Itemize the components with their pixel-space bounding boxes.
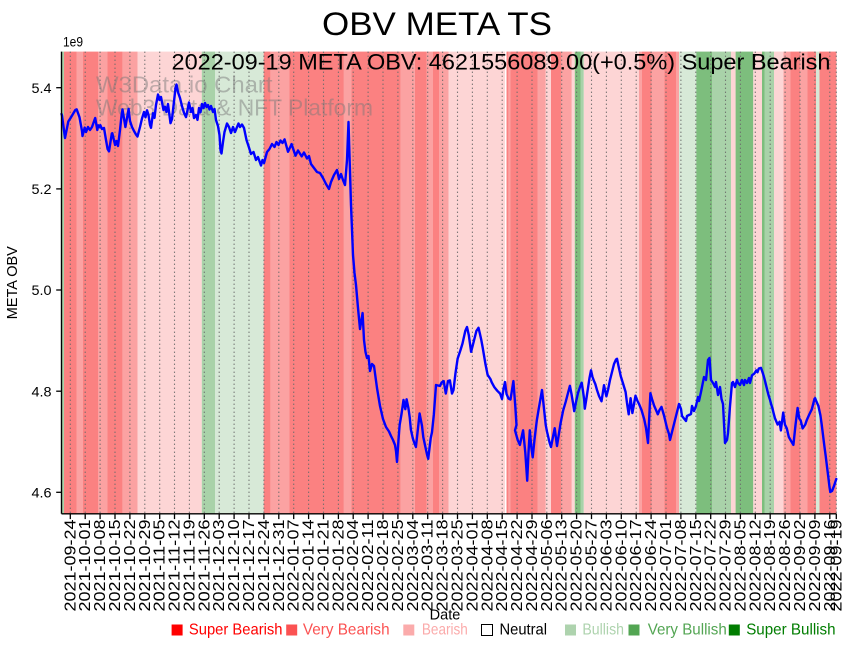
svg-text:OBV META TS: OBV META TS — [322, 6, 552, 42]
svg-text:2022-01-28: 2022-01-28 — [330, 520, 347, 612]
svg-text:2022-02-11: 2022-02-11 — [360, 520, 377, 612]
svg-text:2022-04-08: 2022-04-08 — [479, 520, 496, 612]
svg-text:1e9: 1e9 — [63, 35, 83, 50]
svg-text:2022-07-08: 2022-07-08 — [673, 520, 690, 612]
svg-text:2022-06-17: 2022-06-17 — [628, 520, 645, 612]
svg-text:4.6: 4.6 — [32, 484, 52, 500]
svg-text:2022-01-14: 2022-01-14 — [301, 519, 318, 611]
svg-text:2022-08-05: 2022-08-05 — [732, 520, 749, 612]
svg-text:2022-05-27: 2022-05-27 — [584, 520, 601, 612]
svg-text:2022-01-21: 2022-01-21 — [316, 520, 333, 612]
svg-text:2022-02-04: 2022-02-04 — [345, 519, 362, 611]
svg-text:META OBV: META OBV — [5, 246, 21, 319]
svg-text:2022-09-16: 2022-09-16 — [822, 520, 839, 612]
svg-text:2022-06-10: 2022-06-10 — [613, 519, 630, 611]
svg-text:Neutral: Neutral — [500, 622, 548, 639]
svg-text:2021-10-22: 2021-10-22 — [122, 520, 139, 612]
svg-text:Super Bearish: Super Bearish — [189, 622, 283, 639]
svg-text:2022-03-18: 2022-03-18 — [435, 520, 452, 612]
svg-text:2021-12-03: 2021-12-03 — [211, 520, 228, 612]
svg-text:W3Data.io Chart: W3Data.io Chart — [96, 72, 273, 98]
svg-text:2022-09-19: 2022-09-19 — [828, 520, 845, 612]
svg-text:2022-04-22: 2022-04-22 — [509, 520, 526, 612]
svg-text:2021-10-29: 2021-10-29 — [137, 520, 154, 612]
svg-text:2022-03-04: 2022-03-04 — [405, 519, 422, 611]
svg-text:2021-11-26: 2021-11-26 — [196, 520, 213, 612]
svg-text:4.8: 4.8 — [32, 383, 52, 399]
svg-text:2022-09-19 META OBV: 462155608: 2022-09-19 META OBV: 4621556089.00(+0.5%… — [172, 50, 831, 75]
svg-text:2022-03-11: 2022-03-11 — [420, 520, 437, 612]
svg-text:Web3 Data & NFT Platform: Web3 Data & NFT Platform — [96, 95, 373, 121]
svg-text:2022-07-15: 2022-07-15 — [688, 520, 705, 612]
svg-text:Super Bullish: Super Bullish — [746, 622, 835, 639]
svg-text:2022-04-15: 2022-04-15 — [494, 520, 511, 612]
svg-text:2021-10-08: 2021-10-08 — [92, 520, 109, 612]
svg-text:2022-07-22: 2022-07-22 — [703, 520, 720, 612]
svg-text:Bearish: Bearish — [422, 622, 468, 639]
svg-text:2022-07-29: 2022-07-29 — [718, 520, 735, 612]
svg-text:Very Bullish: Very Bullish — [648, 622, 727, 639]
svg-text:2021-09-24: 2021-09-24 — [62, 519, 79, 611]
svg-text:2022-08-12: 2022-08-12 — [747, 520, 764, 612]
svg-text:2021-10-01: 2021-10-01 — [77, 520, 94, 612]
svg-text:2022-05-20: 2022-05-20 — [569, 519, 586, 611]
svg-text:2021-11-12: 2021-11-12 — [167, 520, 184, 612]
svg-text:2022-03-25: 2022-03-25 — [450, 520, 467, 612]
svg-text:2021-11-05: 2021-11-05 — [152, 520, 169, 612]
svg-text:Date: Date — [430, 608, 461, 624]
svg-text:2022-02-25: 2022-02-25 — [390, 520, 407, 612]
svg-text:2022-08-19: 2022-08-19 — [762, 520, 779, 612]
svg-text:2022-05-06: 2022-05-06 — [539, 520, 556, 612]
svg-text:2022-02-18: 2022-02-18 — [375, 520, 392, 612]
svg-text:2022-09-09: 2022-09-09 — [807, 520, 824, 612]
svg-text:2021-12-31: 2021-12-31 — [271, 520, 288, 612]
svg-text:2021-12-17: 2021-12-17 — [241, 520, 258, 612]
svg-text:2022-05-13: 2022-05-13 — [554, 520, 571, 612]
svg-text:2021-11-19: 2021-11-19 — [181, 520, 198, 612]
svg-text:2021-10-15: 2021-10-15 — [107, 520, 124, 612]
svg-text:2022-04-29: 2022-04-29 — [524, 520, 541, 612]
svg-text:2022-08-26: 2022-08-26 — [777, 520, 794, 612]
svg-text:2022-06-24: 2022-06-24 — [643, 519, 660, 611]
svg-text:2021-12-10: 2021-12-10 — [226, 519, 243, 611]
svg-text:2022-07-01: 2022-07-01 — [658, 520, 675, 612]
svg-text:Very Bearish: Very Bearish — [303, 622, 390, 639]
svg-text:2022-01-07: 2022-01-07 — [286, 520, 303, 612]
svg-text:5.0: 5.0 — [32, 282, 52, 298]
svg-text:5.4: 5.4 — [32, 80, 52, 96]
svg-text:2021-12-24: 2021-12-24 — [256, 519, 273, 611]
svg-text:2022-09-02: 2022-09-02 — [792, 520, 809, 612]
svg-text:Bullish: Bullish — [582, 622, 624, 639]
svg-text:2022-06-03: 2022-06-03 — [598, 520, 615, 612]
svg-text:5.2: 5.2 — [32, 181, 52, 197]
svg-text:2022-04-01: 2022-04-01 — [464, 520, 481, 612]
